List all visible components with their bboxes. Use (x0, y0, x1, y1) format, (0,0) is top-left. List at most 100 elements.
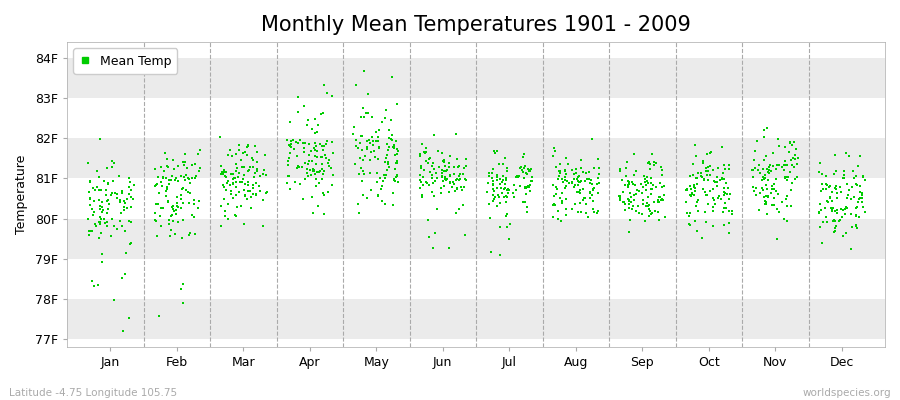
Point (364, 148, 378, 155)
Point (82, 188, 96, 195)
Point (579, 201, 593, 208)
Point (824, 194, 838, 200)
Point (620, 159, 634, 166)
Point (425, 163, 439, 170)
Point (230, 164, 245, 171)
Point (570, 189, 584, 196)
Point (716, 205, 731, 211)
Point (86, 277, 100, 284)
Point (767, 195, 781, 202)
Point (752, 207, 766, 213)
Point (356, 114, 371, 120)
Point (825, 205, 840, 212)
Point (97, 215, 112, 222)
Point (835, 214, 850, 220)
Point (765, 186, 779, 192)
Point (436, 159, 451, 165)
Point (309, 161, 323, 168)
Point (830, 210, 844, 216)
Point (175, 286, 189, 292)
Point (778, 174, 792, 180)
Point (575, 186, 590, 192)
Point (558, 176, 572, 183)
Point (289, 139, 303, 145)
Point (97, 178, 112, 184)
Point (510, 173, 525, 179)
Point (216, 171, 230, 178)
Point (612, 193, 626, 199)
Point (751, 167, 765, 173)
Point (319, 140, 333, 147)
Point (390, 151, 404, 157)
Point (584, 192, 598, 198)
Point (775, 199, 789, 205)
Point (578, 177, 592, 184)
Point (621, 196, 635, 202)
Point (213, 223, 228, 230)
Point (148, 218, 163, 224)
Point (311, 169, 326, 175)
Point (311, 180, 326, 186)
Point (300, 122, 314, 128)
Point (787, 164, 801, 170)
Point (308, 153, 322, 160)
Point (488, 194, 502, 200)
Point (855, 198, 869, 205)
Point (653, 197, 668, 204)
Point (485, 170, 500, 177)
Point (491, 160, 506, 167)
Point (486, 196, 500, 202)
Point (237, 172, 251, 178)
Point (644, 151, 659, 158)
Point (519, 204, 534, 210)
Point (518, 184, 533, 190)
Point (101, 197, 115, 203)
Point (95, 251, 110, 257)
Point (446, 171, 461, 178)
Point (645, 210, 660, 216)
Point (364, 187, 379, 193)
Point (687, 192, 701, 198)
Point (853, 188, 868, 195)
Point (453, 176, 467, 182)
Point (759, 182, 773, 188)
Point (434, 185, 448, 192)
Point (314, 111, 328, 118)
Point (380, 152, 394, 158)
Point (590, 181, 604, 187)
Point (580, 170, 594, 176)
Point (658, 214, 672, 220)
Point (682, 192, 697, 198)
Point (423, 169, 437, 175)
Point (559, 155, 573, 162)
Point (547, 148, 562, 154)
Point (103, 201, 117, 207)
Point (166, 218, 180, 224)
Point (572, 188, 587, 195)
Point (355, 147, 369, 154)
Point (706, 204, 721, 210)
Point (358, 153, 373, 160)
Point (485, 175, 500, 181)
Point (764, 168, 778, 175)
Point (425, 172, 439, 179)
Point (306, 165, 320, 172)
Point (822, 184, 836, 190)
Point (229, 168, 243, 174)
Point (80, 160, 94, 166)
Point (413, 165, 428, 172)
Point (626, 203, 640, 210)
Point (422, 156, 436, 162)
Point (290, 165, 304, 171)
Point (762, 162, 777, 168)
Point (707, 179, 722, 185)
Point (621, 229, 635, 235)
Point (638, 186, 652, 193)
Point (283, 141, 297, 148)
Point (591, 170, 606, 177)
Point (166, 166, 181, 172)
Point (851, 196, 866, 203)
Point (350, 144, 365, 151)
Point (148, 217, 162, 223)
Point (635, 210, 650, 217)
